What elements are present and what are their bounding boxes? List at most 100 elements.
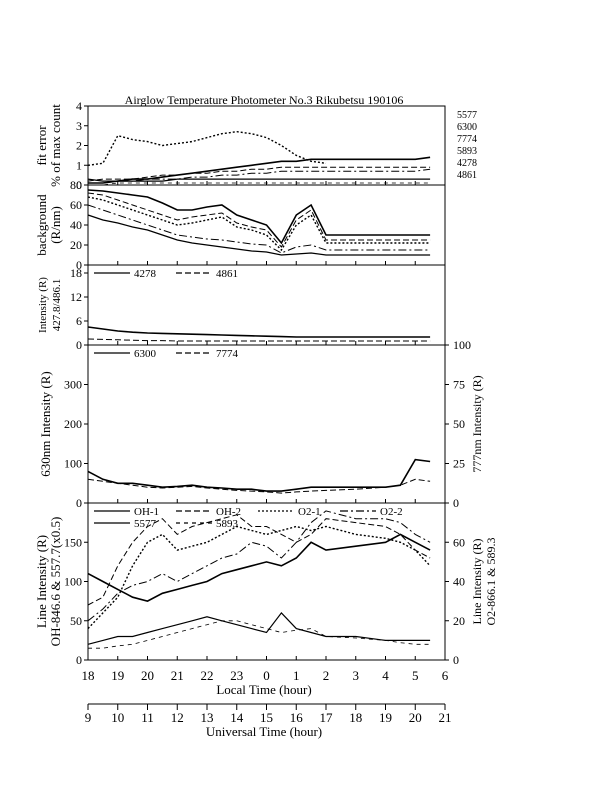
panel-1-series-5893	[88, 168, 431, 184]
local-time-tick-label: 2	[323, 668, 330, 683]
panel-3-ytick-label: 6	[76, 314, 82, 328]
panel-2-series-3	[87, 196, 431, 252]
panel-1-y-axis-label: % of max count	[48, 104, 63, 187]
local-time-tick-label: 1	[293, 668, 300, 683]
legend-5893: 5893	[216, 518, 239, 530]
panel-5-y2-axis-label: O2-866.1 & 589.3	[484, 538, 498, 626]
panel-5-y2tick-label: 40	[453, 575, 465, 589]
legend-5577: 5577	[134, 518, 157, 530]
local-time-tick-label: 20	[141, 668, 154, 683]
panel-5-series-O2-1	[87, 525, 431, 630]
panel-4-ytick-label: 0	[76, 496, 82, 510]
legend-4861: 4861	[457, 170, 477, 181]
legend-7774: 7774	[216, 348, 239, 360]
panel-1-series-6300	[87, 166, 431, 182]
universal-time-tick-label: 10	[111, 710, 124, 725]
panel-4-frame	[87, 344, 446, 504]
panel-4-y2tick-label: 25	[453, 457, 465, 471]
universal-time-tick-label: 15	[260, 710, 273, 725]
universal-time-tick-label: 21	[439, 710, 452, 725]
local-time-tick-label: 22	[201, 668, 214, 683]
panel-2-series-2	[87, 192, 431, 248]
legend-6300: 6300	[457, 122, 477, 133]
panel-4-y2tick-label: 0	[453, 496, 459, 510]
legend-O2-2: O2-2	[380, 506, 403, 518]
panel-5-series-O2-2	[87, 510, 431, 622]
local-time-tick-label: 4	[382, 668, 389, 683]
panel-5-ytick-label: 100	[64, 575, 82, 589]
universal-time-axis-label: Universal Time (hour)	[206, 724, 322, 739]
panel-5-y2tick-label: 20	[453, 614, 465, 628]
panel-2-ytick-label: 60	[70, 198, 82, 212]
panel-5-ytick-label: 0	[76, 653, 82, 667]
universal-time-tick-label: 12	[171, 710, 184, 725]
panel-1-ytick-label: 0	[76, 178, 82, 192]
universal-time-tick-label: 19	[379, 710, 392, 725]
panel-2-ytick-label: 40	[70, 218, 82, 232]
local-time-axis-label: Local Time (hour)	[216, 682, 311, 697]
panel-2-series-4	[87, 204, 431, 254]
universal-time-tick-label: 9	[85, 710, 92, 725]
panel-5-y-axis-label: Line Intensity (R)	[34, 535, 49, 628]
panel-5-y2tick-label: 60	[453, 535, 465, 549]
panel-4-ytick-label: 300	[64, 378, 82, 392]
legend-OH-1: OH-1	[134, 506, 159, 518]
panel-5-series-OH-2	[87, 514, 431, 606]
chart-title: Airglow Temperature Photometer No.3 Riku…	[125, 93, 404, 107]
panel-4-series-6300	[87, 458, 431, 492]
panel-3-y-axis-label: 427.8/486.1	[51, 279, 63, 332]
legend-5893: 5893	[457, 146, 477, 157]
universal-time-tick-label: 14	[230, 710, 244, 725]
panel-2-ytick-label: 80	[70, 178, 82, 192]
panel-3-ytick-label: 0	[76, 338, 82, 352]
universal-time-tick-label: 16	[290, 710, 304, 725]
local-time-tick-label: 5	[412, 668, 419, 683]
panel-2-y-axis-label: background	[34, 194, 49, 256]
panel-5-series-5577	[87, 611, 431, 645]
panel-2-series-5	[87, 214, 431, 256]
panel-5-series-OH-1	[87, 533, 431, 602]
panel-1-ytick-label: 2	[76, 139, 82, 153]
universal-time-tick-label: 18	[349, 710, 362, 725]
local-time-tick-label: 23	[230, 668, 243, 683]
panel-1-ytick-label: 1	[76, 158, 82, 172]
panel-3-series-4861	[87, 338, 431, 342]
panel-2-series-1	[87, 189, 431, 245]
panel-1-series-5577	[88, 156, 431, 184]
panel-2-y-axis-label: (R/nm)	[48, 206, 63, 244]
universal-time-tick-label: 13	[201, 710, 214, 725]
panel-4-y2tick-label: 50	[453, 417, 465, 431]
panel-1-ytick-label: 4	[76, 99, 82, 113]
panel-3-ytick-label: 12	[70, 290, 82, 304]
panel-4-y-axis-label: 630nm Intensity (R)	[38, 371, 53, 476]
universal-time-tick-label: 11	[141, 710, 154, 725]
panel-1-series-4278	[87, 178, 431, 182]
legend-4861: 4861	[216, 268, 238, 280]
panel-5-ytick-label: 50	[70, 614, 82, 628]
panel-5-series-5893	[88, 620, 431, 649]
panel-4-y2tick-label: 100	[453, 338, 471, 352]
panel-4-ytick-label: 100	[64, 457, 82, 471]
panel-2-ytick-label: 20	[70, 238, 82, 252]
panel-1-series-4861	[88, 182, 431, 186]
panel-5-y2tick-label: 0	[453, 653, 459, 667]
legend-7774: 7774	[457, 134, 477, 145]
local-time-tick-label: 6	[442, 668, 449, 683]
panel-4-ytick-label: 200	[64, 417, 82, 431]
panel-3-series-4278	[87, 326, 431, 338]
local-time-tick-label: 19	[111, 668, 124, 683]
panel-4-y2-axis-label: 777nm Intensity (R)	[470, 375, 484, 472]
local-time-tick-label: 3	[353, 668, 360, 683]
local-time-tick-label: 0	[263, 668, 270, 683]
legend-5577: 5577	[457, 110, 477, 121]
local-time-tick-label: 21	[171, 668, 184, 683]
panel-1-ytick-label: 3	[76, 119, 82, 133]
panel-5-y-axis-label: OH-846.6 & 557.7(x0.5)	[48, 517, 63, 647]
legend-O2-1: O2-1	[298, 506, 321, 518]
panel-4-series-7774	[87, 478, 431, 494]
panel-5-y2-axis-label: Line Intensity (R)	[470, 539, 484, 625]
legend-4278: 4278	[134, 268, 157, 280]
panel-4-y2tick-label: 75	[453, 378, 465, 392]
legend-6300: 6300	[134, 348, 157, 360]
